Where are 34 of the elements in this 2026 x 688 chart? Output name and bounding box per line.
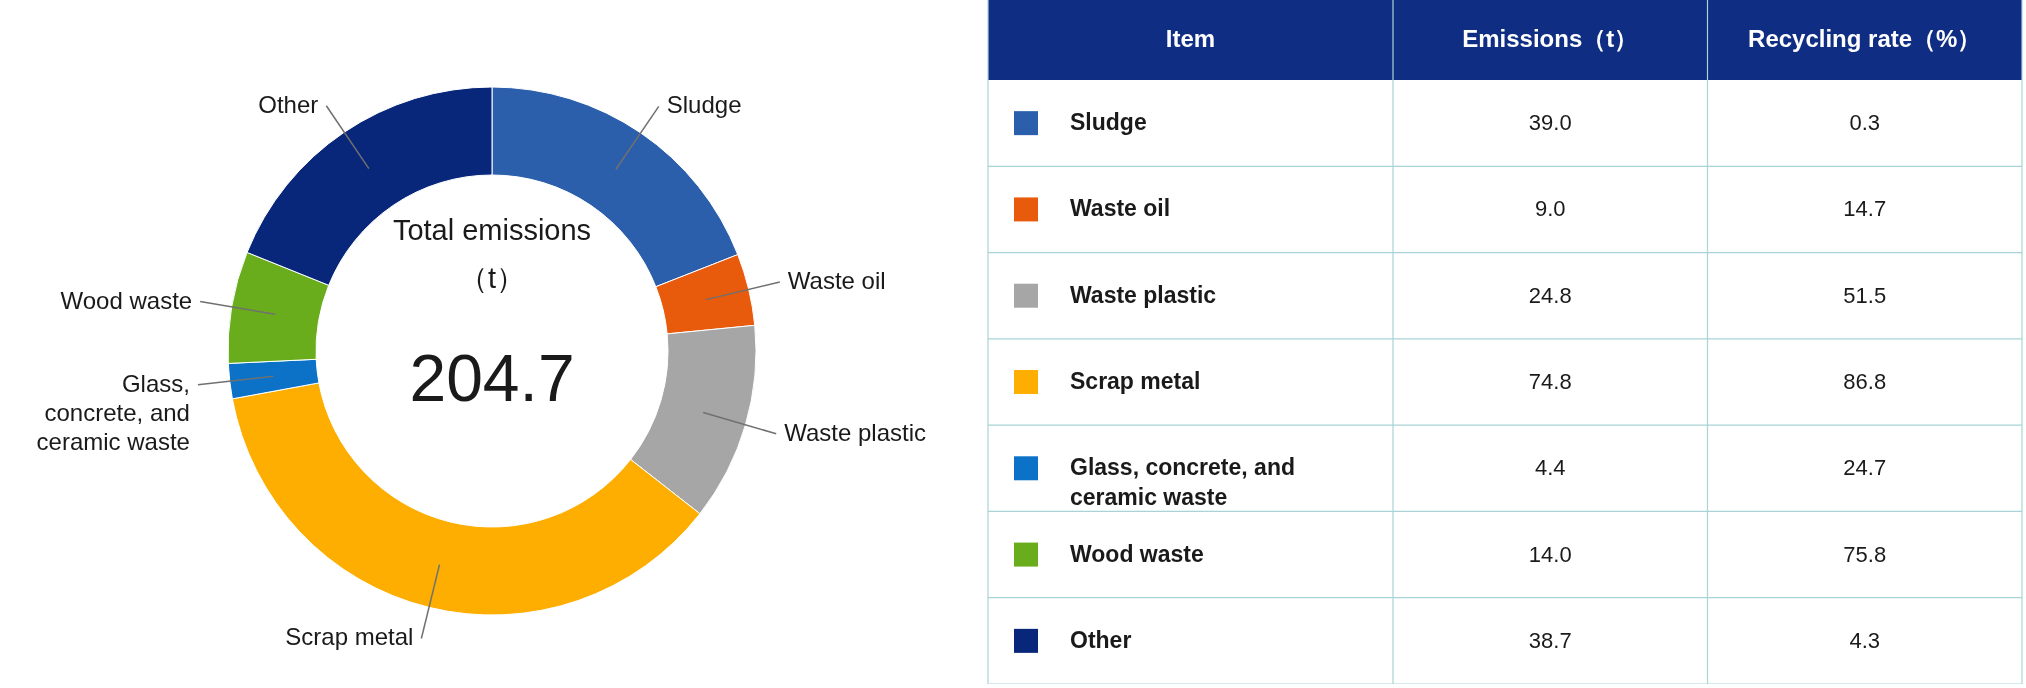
data-label: 24.7 xyxy=(1843,455,1887,481)
data-label: 4.3 xyxy=(1849,627,1881,653)
slice-label: Scrap metal xyxy=(285,623,414,651)
text: Emissions（t） xyxy=(1462,25,1639,52)
data-label: 14.0 xyxy=(1528,541,1572,567)
data-label: 51.5 xyxy=(1843,282,1887,308)
slice-label: Other xyxy=(258,90,319,118)
text: Total emissions xyxy=(392,214,592,246)
category-label: Wood waste xyxy=(1070,540,1204,567)
data-label: 24.8 xyxy=(1528,282,1572,308)
data-label: 74.8 xyxy=(1528,369,1572,394)
category-label: Other xyxy=(1070,626,1132,653)
category-label: Waste plastic xyxy=(1070,281,1217,308)
data-label: 0.3 xyxy=(1849,110,1881,136)
data-label: 75.8 xyxy=(1843,541,1887,567)
text: Recycling rate（%） xyxy=(1748,25,1982,52)
data-label: 39.0 xyxy=(1528,110,1572,136)
data-label: 4.4 xyxy=(1534,455,1566,481)
data-label: 86.8 xyxy=(1843,369,1887,394)
slice-label: Waste plastic xyxy=(784,418,927,446)
slice-label: Glass, concrete, and ceramic waste xyxy=(36,369,190,455)
slice-label: Sludge xyxy=(666,91,742,119)
text: 204.7 xyxy=(409,341,575,415)
category-label: Waste oil xyxy=(1070,195,1171,222)
category-label: Glass, concrete, and ceramic waste xyxy=(1070,454,1295,511)
text: （t） xyxy=(458,262,526,294)
category-label: Sludge xyxy=(1070,109,1147,136)
data-label: 14.7 xyxy=(1843,196,1887,222)
slice-label: Waste oil xyxy=(787,266,886,294)
text: Item xyxy=(1165,25,1216,52)
slice-label: Wood waste xyxy=(60,286,193,314)
category-label: Scrap metal xyxy=(1070,368,1201,394)
data-label: 38.7 xyxy=(1528,627,1572,653)
data-label: 9.0 xyxy=(1534,196,1566,222)
